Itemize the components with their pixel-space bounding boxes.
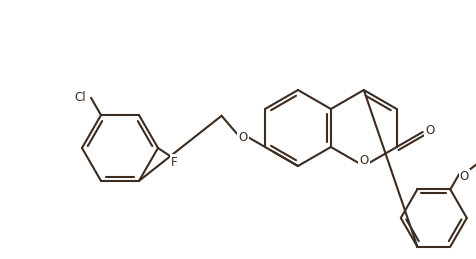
Text: F: F bbox=[171, 155, 178, 169]
Text: O: O bbox=[425, 124, 434, 136]
Text: O: O bbox=[460, 170, 469, 183]
Text: O: O bbox=[238, 131, 248, 143]
Text: O: O bbox=[359, 154, 368, 167]
Text: Cl: Cl bbox=[74, 91, 86, 104]
